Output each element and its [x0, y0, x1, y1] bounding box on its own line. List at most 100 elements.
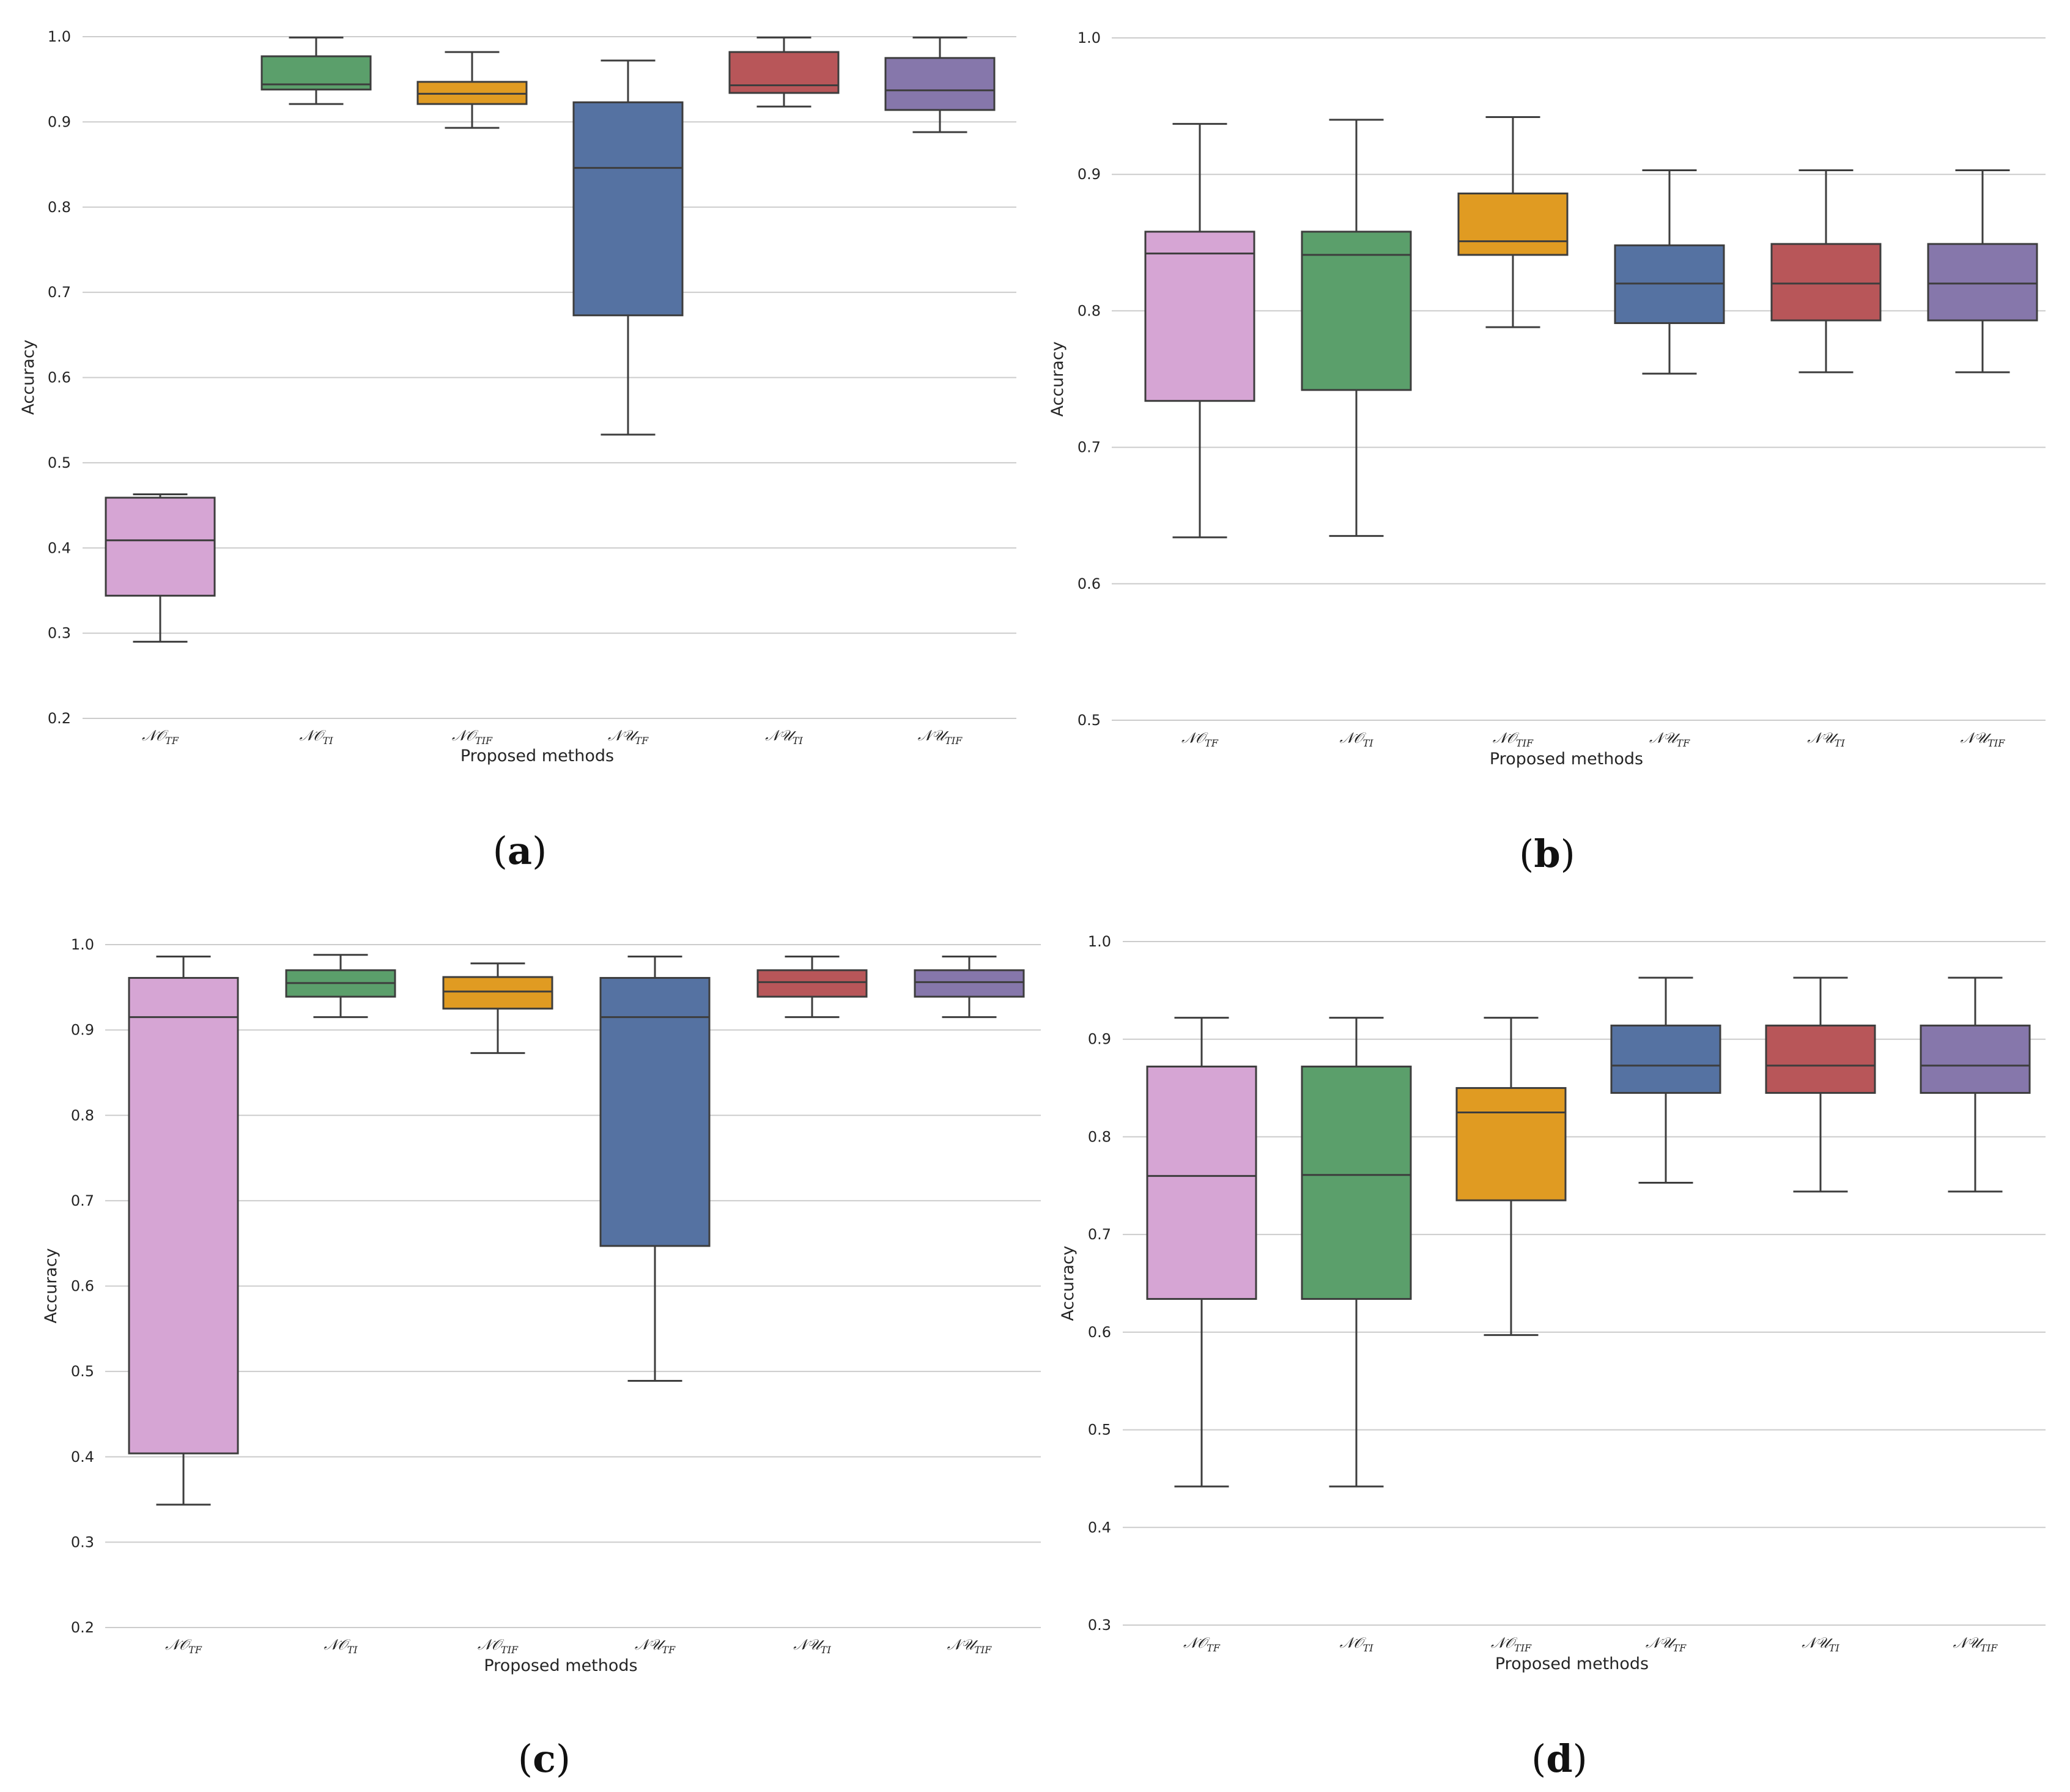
box-5 [1770, 169, 1882, 374]
y-tick-label: 0.7 [1088, 1226, 1111, 1243]
y-tick-label: 0.7 [48, 284, 71, 301]
category-label: 𝒩𝒪TIF [1493, 729, 1534, 749]
panel-label: (b) [1519, 831, 1575, 876]
box-5 [756, 956, 868, 1019]
panel-label: (c) [518, 1736, 571, 1781]
box-4 [1614, 169, 1725, 375]
y-tick-label: 0.4 [48, 539, 71, 556]
iqr-box [1301, 230, 1412, 391]
y-tick-label: 0.8 [1078, 302, 1101, 319]
iqr-box [1301, 1065, 1412, 1300]
y-tick-label: 0.4 [1088, 1519, 1111, 1536]
category-label: 𝒩𝒪TIF [478, 1636, 519, 1656]
category-label: 𝒩𝒰TIF [1961, 729, 2006, 749]
y-tick-label: 0.2 [48, 710, 71, 727]
y-tick-label: 0.7 [71, 1192, 94, 1209]
category-label: 𝒩𝒰TIF [1953, 1634, 1998, 1654]
category-label: 𝒩𝒪TIF [1491, 1634, 1532, 1654]
iqr-box [1455, 1087, 1567, 1201]
iqr-box [1457, 192, 1569, 256]
panel-a: 0.2 0.3 0.4 0.5 0.6 0.7 0.8 0.9 1.0 𝒩𝒪TF 𝒩𝒪TI 𝒩𝒪TIF… [19, 28, 1016, 873]
box-4 [599, 956, 711, 1382]
category-label: 𝒩𝒰TIF [918, 727, 963, 747]
y-tick-label: 1.0 [1088, 933, 1111, 950]
panel-label: (d) [1531, 1736, 1588, 1781]
iqr-box [572, 101, 684, 317]
y-axis-label: Accuracy [19, 339, 38, 415]
iqr-box [1146, 1065, 1257, 1300]
box-6 [1927, 169, 2038, 374]
category-label: 𝒩𝒰TF [1646, 1634, 1687, 1654]
box-5 [728, 36, 840, 108]
y-tick-label: 0.6 [1078, 575, 1101, 592]
box-6 [1920, 976, 2031, 1193]
box-6 [884, 36, 996, 133]
box-5 [1765, 976, 1876, 1193]
box-6 [914, 956, 1025, 1019]
panel-b: 0.5 0.6 0.7 0.8 0.9 1.0 𝒩𝒪TF 𝒩𝒪TI 𝒩𝒪TIF 𝒩𝒰TF 𝒩𝒰TI 𝒩… [1048, 29, 2046, 876]
box-3 [442, 962, 553, 1054]
category-label: 𝒩𝒰TI [765, 727, 803, 747]
category-label: 𝒩𝒰TF [1649, 729, 1690, 749]
y-tick-label: 0.8 [1088, 1128, 1111, 1145]
y-tick-label: 0.5 [1088, 1421, 1111, 1439]
y-tick-label: 0.9 [48, 113, 71, 130]
box-3 [1455, 1017, 1567, 1337]
box-2 [1301, 1017, 1412, 1488]
box-3 [1457, 116, 1569, 328]
y-tick-label: 1.0 [48, 28, 71, 45]
y-axis-label: Accuracy [1048, 341, 1067, 416]
iqr-box [756, 969, 868, 998]
iqr-box [1610, 1024, 1721, 1094]
iqr-box [442, 976, 553, 1010]
iqr-box [1144, 230, 1255, 402]
y-tick-label: 1.0 [71, 936, 94, 953]
y-tick-label: 0.9 [1088, 1031, 1111, 1048]
box-1 [105, 493, 216, 643]
y-tick-label: 0.3 [48, 625, 71, 642]
category-label: 𝒩𝒰TF [608, 727, 649, 747]
y-tick-label: 0.9 [71, 1022, 94, 1039]
iqr-box [728, 51, 840, 94]
y-tick-label: 0.8 [71, 1107, 94, 1124]
y-axis-label: Accuracy [1059, 1245, 1078, 1321]
box-1 [1144, 123, 1255, 539]
category-label: 𝒩𝒰TI [1807, 729, 1845, 749]
x-axis-label: Proposed methods [460, 747, 614, 765]
panel-d: 0.3 0.4 0.5 0.6 0.7 0.8 0.9 1.0 𝒩𝒪TF 𝒩𝒪TI 𝒩𝒪TIF 𝒩𝒰T… [1059, 933, 2046, 1781]
iqr-box [1927, 243, 2038, 322]
y-tick-label: 0.3 [71, 1533, 94, 1550]
y-tick-label: 0.6 [1088, 1324, 1111, 1341]
y-axis-label: Accuracy [42, 1248, 61, 1323]
category-label: 𝒩𝒰TI [793, 1636, 831, 1656]
category-label: 𝒩𝒪TF [142, 727, 179, 747]
box-1 [1146, 1017, 1257, 1488]
panel-c: 0.2 0.3 0.4 0.5 0.6 0.7 0.8 0.9 1.0 𝒩𝒪TF 𝒩𝒪TI 𝒩𝒪TIF… [42, 936, 1041, 1781]
iqr-box [105, 496, 216, 597]
category-label: 𝒩𝒪TI [299, 727, 333, 747]
box-2 [1301, 119, 1412, 537]
y-tick-label: 0.2 [71, 1619, 94, 1636]
category-label: 𝒩𝒰TF [635, 1636, 676, 1656]
category-label: 𝒩𝒪TI [1339, 729, 1373, 749]
box-2 [285, 954, 396, 1019]
iqr-box [128, 976, 239, 1455]
iqr-box [1765, 1024, 1876, 1094]
iqr-box [914, 969, 1025, 998]
y-tick-label: 0.4 [71, 1448, 94, 1466]
x-axis-label: Proposed methods [1495, 1654, 1649, 1673]
iqr-box [884, 57, 996, 111]
category-label: 𝒩𝒰TI [1802, 1634, 1839, 1654]
y-tick-label: 0.5 [71, 1363, 94, 1380]
y-tick-label: 1.0 [1078, 29, 1101, 46]
category-label: 𝒩𝒪TF [1181, 729, 1219, 749]
iqr-box [1920, 1024, 2031, 1094]
category-label: 𝒩𝒪TF [165, 1636, 202, 1656]
panel-label: (a) [493, 828, 547, 873]
box-4 [1610, 976, 1721, 1184]
y-tick-label: 0.3 [1088, 1617, 1111, 1634]
category-label: 𝒩𝒪TF [1183, 1634, 1221, 1654]
y-tick-label: 0.9 [1078, 166, 1101, 183]
x-axis-label: Proposed methods [1490, 750, 1643, 769]
